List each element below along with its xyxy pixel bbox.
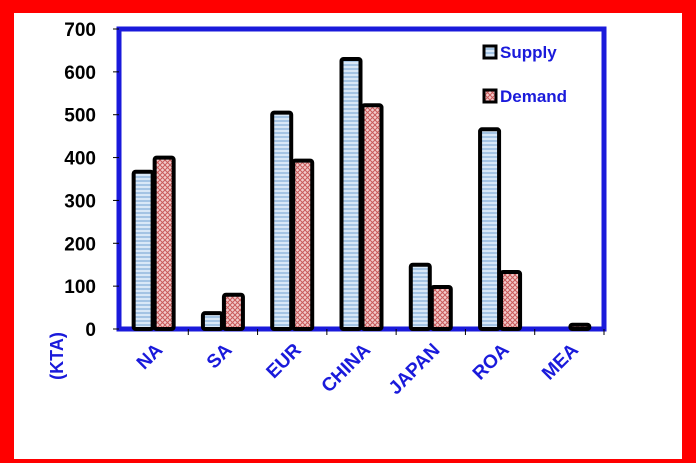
bar-demand-sa (221, 292, 245, 332)
legend: Supply Demand (482, 43, 567, 106)
y-tick-label: 400 (64, 149, 96, 170)
bar-supply-japan (408, 262, 432, 332)
x-tick-label: MEA (538, 339, 583, 384)
bar-demand-na (152, 155, 176, 331)
x-tick-label: NA (133, 339, 167, 373)
y-tick-label: 0 (85, 320, 96, 341)
bar-supply-eur (270, 110, 294, 331)
legend-swatch-demand (482, 88, 498, 104)
x-tick-label: CHINA (318, 339, 376, 397)
y-tick-label: 600 (64, 63, 96, 84)
x-tick-label: JAPAN (385, 340, 444, 399)
legend-label-supply: Supply (500, 43, 557, 62)
y-tick-label: 100 (64, 277, 96, 298)
y-tick-label: 500 (64, 106, 96, 127)
bar-demand-china (360, 103, 384, 331)
y-axis-label: (KTA) (47, 332, 67, 380)
x-tick-label: EUR (263, 339, 306, 382)
y-tick-label: 300 (64, 191, 96, 212)
x-tick-label: ROA (469, 339, 514, 384)
y-tick-label: 200 (64, 234, 96, 255)
y-tick-label: 700 (64, 20, 96, 41)
bar-supply-sa (200, 311, 224, 331)
x-tick-label: SA (203, 339, 237, 373)
bar-demand-japan (429, 285, 453, 331)
bar-demand-eur (291, 158, 315, 331)
bar-supply-na (131, 169, 155, 331)
bar-demand-roa (499, 270, 523, 331)
bar-supply-roa (478, 127, 502, 331)
legend-label-demand: Demand (500, 87, 567, 106)
bar-supply-china (339, 57, 363, 331)
bar-demand-mea (568, 322, 592, 332)
legend-swatch-supply (482, 44, 498, 60)
